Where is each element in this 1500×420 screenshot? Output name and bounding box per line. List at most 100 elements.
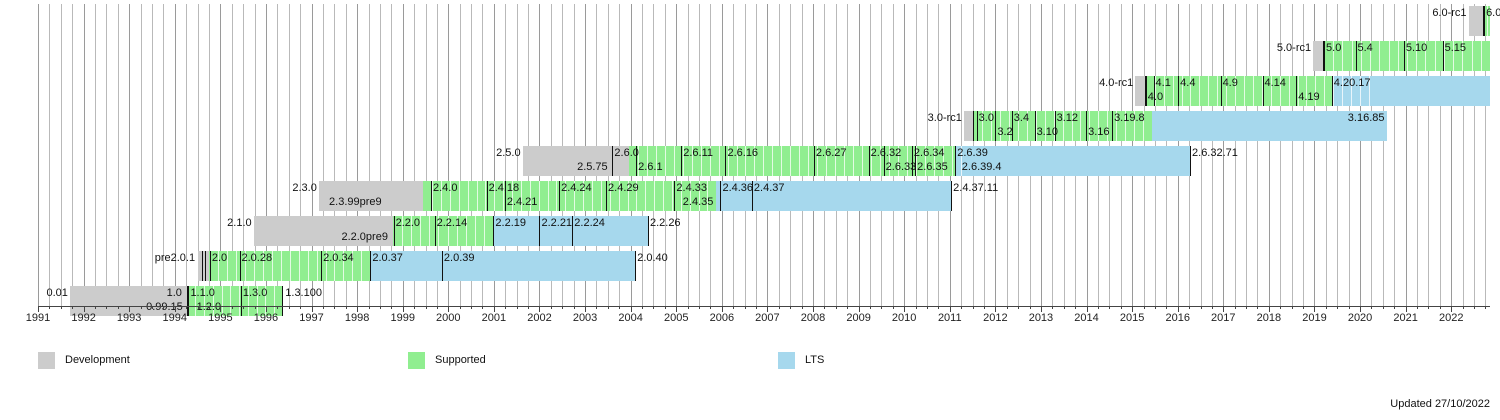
release-stripe: [637, 146, 639, 176]
timeline-row: 3.0-rc1 3.0 3.2 3.4 3.10 3.12 3.16 3.19.8 3.16.8…: [38, 111, 1490, 141]
gridline-minor: [1257, 4, 1258, 306]
release-stripe: [1342, 76, 1344, 106]
release-stripe: [1315, 76, 1317, 106]
release-stripe: [673, 146, 675, 176]
gridline-minor: [1474, 4, 1475, 306]
axis-tick: [562, 306, 563, 309]
axis-tick-label: 2004: [618, 312, 643, 324]
release-label: 2.4.21: [506, 196, 538, 208]
axis-tick: [836, 306, 837, 309]
release-stripe: [230, 286, 232, 316]
release-stripe: [410, 216, 412, 246]
release-stripe: [754, 146, 756, 176]
axis-tick-label: 2020: [1347, 312, 1373, 324]
axis-tick-label: 2011: [937, 312, 962, 324]
legend-swatch-icon: [38, 351, 55, 369]
release-stripe: [256, 286, 258, 316]
axis-tick: [1417, 306, 1418, 309]
axis-tick: [813, 306, 814, 312]
release-stripe: [274, 286, 276, 316]
release-marker: [430, 181, 432, 211]
release-label: 2.6.32: [870, 147, 902, 159]
gridline-minor: [186, 4, 187, 306]
release-label: 3.0-rc1: [927, 112, 962, 124]
timeline-segment-development: [963, 111, 974, 141]
release-stripe: [1351, 41, 1353, 71]
release-stripe: [1116, 111, 1118, 141]
release-label: 2.6.33: [885, 161, 917, 173]
release-stripe: [1208, 76, 1210, 106]
release-stripe: [1243, 76, 1245, 106]
release-stripe: [574, 181, 576, 211]
timeline-segment-development: [1468, 6, 1485, 36]
axis-tick: [1018, 306, 1019, 309]
release-stripe: [835, 146, 837, 176]
axis-tick: [574, 306, 575, 309]
release-stripe: [1368, 76, 1370, 106]
axis-tick: [391, 306, 392, 309]
axis-tick: [745, 306, 746, 309]
release-label: 0.01: [46, 287, 68, 299]
axis-tick: [1314, 306, 1315, 312]
release-label: 2.0.40: [637, 252, 668, 264]
release-label: 5.0: [1326, 42, 1342, 54]
axis-tick: [1303, 306, 1304, 309]
release-label: 2.2.0pre9: [341, 231, 388, 243]
gridline-major: [1269, 4, 1270, 306]
gridline-major: [129, 4, 130, 306]
release-stripe: [1379, 41, 1381, 71]
axis-tick: [277, 306, 278, 309]
axis-tick: [802, 306, 803, 309]
axis-tick: [642, 306, 643, 309]
release-stripe: [247, 286, 249, 316]
release-label: 2.0.28: [241, 252, 273, 264]
gridline-minor: [1303, 4, 1304, 306]
release-stripe: [889, 146, 891, 176]
release-stripe: [718, 146, 720, 176]
release-stripe: [1009, 111, 1011, 141]
release-stripe: [235, 251, 237, 281]
release-label: 2.4.36: [722, 182, 754, 194]
release-label: 0.99.15: [146, 301, 183, 313]
release-stripe: [1360, 41, 1362, 71]
release-stripe: [1133, 111, 1135, 141]
release-label: 5.0-rc1: [1276, 42, 1312, 54]
axis-tick-label: 1992: [71, 312, 96, 324]
axis-tick-label: 2012: [983, 312, 1008, 324]
gridline-minor: [49, 4, 50, 306]
axis-tick: [323, 306, 324, 309]
timeline-row: pre2.0.1 2.0 2.0.28 2.0.34 2.0.37 2.0.39 2.0.4…: [38, 251, 1490, 281]
release-label: 4.20.17: [1333, 77, 1371, 89]
axis-tick: [916, 306, 917, 309]
axis-tick: [653, 306, 654, 309]
release-marker: [1403, 41, 1405, 71]
release-label: 2.4.33: [676, 182, 707, 194]
axis-tick-label: 2022: [1438, 312, 1464, 324]
gridline-minor: [380, 4, 381, 306]
release-stripe: [1226, 76, 1228, 106]
axis-tick: [767, 306, 768, 312]
release-marker: [725, 146, 727, 176]
axis-tick: [596, 306, 597, 309]
release-label: 2.0: [211, 252, 228, 264]
axis-tick: [1007, 306, 1008, 309]
axis-tick: [1098, 306, 1099, 309]
release-label: 3.12: [1056, 112, 1079, 124]
release-stripe: [1018, 111, 1020, 141]
release-marker: [681, 146, 683, 176]
release-marker: [1144, 76, 1146, 106]
release-marker: [606, 181, 608, 211]
release-label: 2.4.24: [561, 182, 592, 194]
axis-tick: [1269, 306, 1270, 312]
release-stripe: [438, 216, 440, 246]
release-stripe: [1000, 111, 1002, 141]
gridline-major: [38, 4, 39, 306]
axis-tick: [186, 306, 187, 309]
axis-tick: [1166, 306, 1167, 309]
legend-label: LTS: [805, 354, 825, 366]
timeline-segment-development: [1135, 76, 1146, 106]
axis-tick-label: 2019: [1302, 312, 1327, 324]
release-stripe: [636, 181, 638, 211]
timeline-row: 5.0-rc1 5.0 5.4 5.10 5.15: [38, 41, 1490, 71]
gridline-major: [1406, 4, 1407, 306]
